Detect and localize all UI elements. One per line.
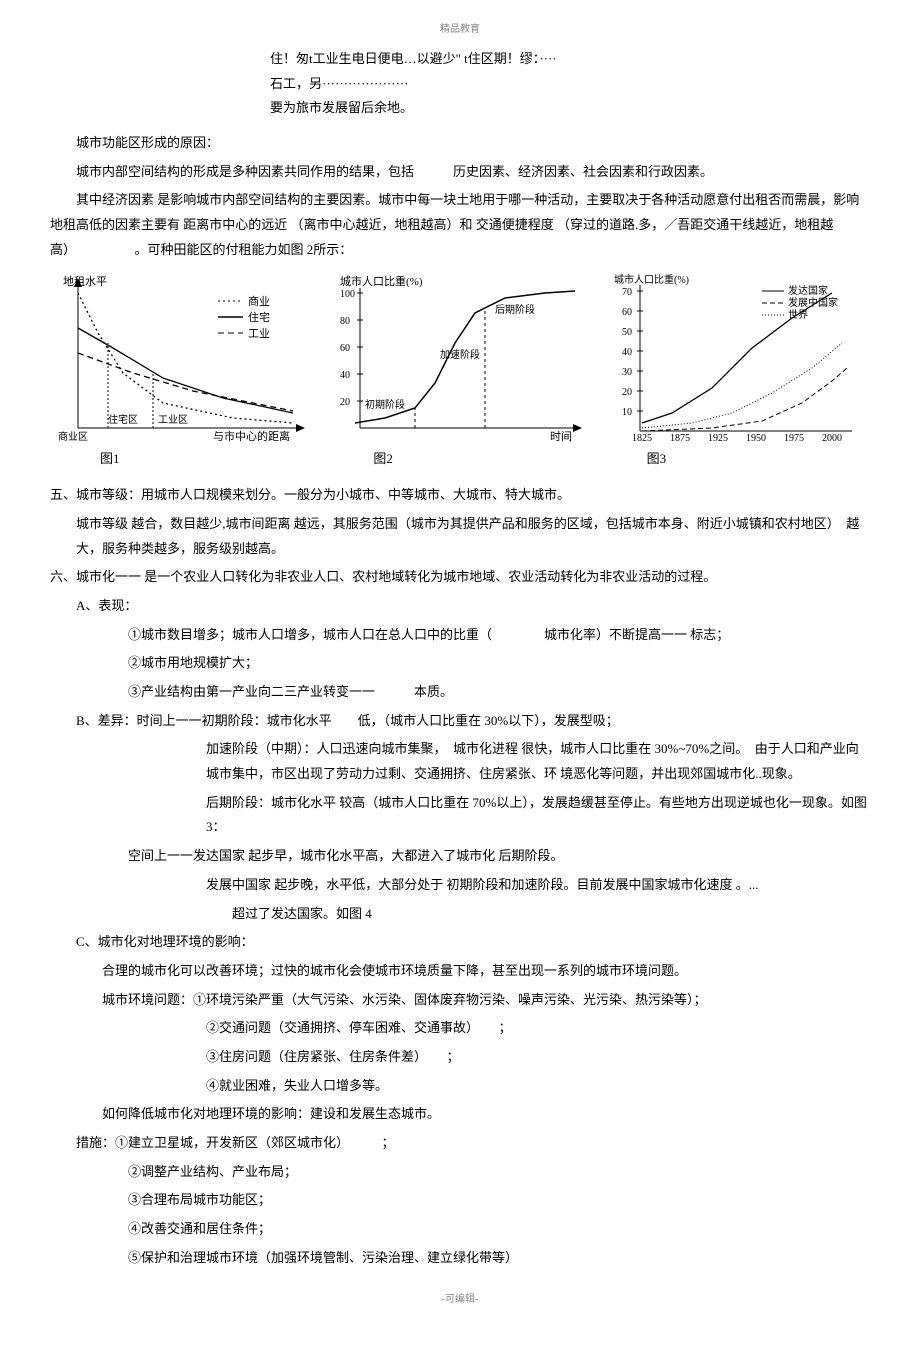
- svg-text:发达国家: 发达国家: [788, 284, 828, 297]
- sec6-C: C、城市化对地理环境的影响：: [76, 930, 870, 955]
- sec6-B1: 加速阶段（中期）：人口迅速向城市集聚， 城市化进程 很快，城市人口比重在 30%…: [206, 737, 870, 786]
- top-line-1: 住！匆t工业生电日便电…以避少" t住区期！缪：····: [270, 47, 870, 72]
- figure-label-row: 图1 图2 图3: [50, 447, 870, 472]
- svg-text:1950: 1950: [746, 433, 766, 443]
- page-header: 精品教育: [50, 20, 870, 39]
- sec6-B: B、差异：时间上一一初期阶段：城市化水平 低，（城市人口比重在 30%以下），发…: [76, 709, 870, 734]
- top-garbled-block: 住！匆t工业生电日便电…以避少" t住区期！缪：···· 石工，另·······…: [270, 47, 870, 121]
- svg-text:工业: 工业: [248, 327, 270, 340]
- fig3-label: 图3: [597, 447, 870, 472]
- top-line-2: 石工，另····················: [270, 72, 870, 97]
- sec6-C2: 城市环境问题：①环境污染严重（大气污染、水污染、固体废弃物污染、噪声污染、光污染…: [102, 988, 870, 1013]
- sec6-M: 措施：①建立卫星城，开发新区（郊区城市化） ；: [76, 1131, 870, 1156]
- figure-row: 地租水平与市中心的距离 商业区 住宅区 工业区 商业住宅工业 城市人口比重(%) 20 40…: [50, 273, 870, 443]
- svg-text:商业: 商业: [248, 294, 270, 308]
- svg-text:时间: 时间: [550, 430, 572, 443]
- svg-text:商业区: 商业区: [58, 430, 88, 443]
- page-footer: -可编辑-: [50, 1290, 870, 1309]
- svg-text:发展中国家: 发展中国家: [788, 296, 838, 309]
- svg-text:30: 30: [622, 367, 632, 378]
- sec6-p1: 六、城市化一一 是一个农业人口转化为非农业人口、农村地域转化为城市地域、农业活动…: [50, 565, 870, 590]
- svg-text:1875: 1875: [670, 433, 690, 443]
- sec1-p2: 其中经济因素 是影响城市内部空间结构的主要因素。城市中每一块土地用于哪一种活动，…: [50, 188, 870, 262]
- figure-1: 地租水平与市中心的距离 商业区 住宅区 工业区 商业住宅工业: [50, 273, 317, 443]
- sec6-A1: ①城市数目增多；城市人口增多，城市人口在总人口中的比重（ 城市化率）不断提高一一…: [128, 623, 870, 648]
- svg-text:1925: 1925: [708, 433, 728, 443]
- sec6-B5: 超过了发达国家。如图 4: [232, 902, 870, 927]
- svg-text:20: 20: [622, 387, 632, 398]
- sec6-C6: 如何降低城市化对地理环境的影响：建设和发展生态城市。: [102, 1102, 870, 1127]
- sec6-C4: ③住房问题（住房紧张、住房条件差） ；: [206, 1045, 870, 1070]
- svg-text:城市人口比重(%): 城市人口比重(%): [340, 274, 423, 288]
- top-line-3: 要为旅市发展留后余地。: [270, 96, 870, 121]
- sec6-C1: 合理的城市化可以改善环境；过快的城市化会使城市环境质量下降，甚至出现一系列的城市…: [102, 959, 870, 984]
- sec6-B4: 发展中国家 起步晚，水平低，大部分处于 初期阶段和加速阶段。目前发展中国家城市化…: [206, 873, 870, 898]
- svg-text:城市人口比重(%): 城市人口比重(%): [614, 273, 689, 286]
- sec6-B2: 后期阶段：城市化水平 较高（城市人口比重在 70%以上），发展趋缓甚至停止。有些…: [206, 791, 870, 840]
- svg-text:40: 40: [622, 347, 632, 358]
- svg-text:50: 50: [622, 327, 632, 338]
- svg-text:后期阶段: 后期阶段: [495, 303, 535, 316]
- sec6-A: A、表现：: [76, 594, 870, 619]
- svg-text:住宅区: 住宅区: [108, 413, 138, 426]
- svg-text:60: 60: [622, 307, 632, 318]
- fig1-label: 图1: [50, 447, 323, 472]
- svg-text:60: 60: [340, 343, 350, 354]
- sec1-title: 城市功能区形成的原因：: [50, 131, 870, 156]
- sec6-M4: ④改善交通和居住条件；: [128, 1217, 870, 1242]
- svg-text:70: 70: [622, 287, 632, 298]
- svg-text:20: 20: [340, 397, 350, 408]
- sec6-C5: ④就业困难，失业人口增多等。: [206, 1074, 870, 1099]
- svg-text:与市中心的距离: 与市中心的距离: [213, 429, 290, 443]
- svg-text:加速阶段: 加速阶段: [440, 348, 480, 361]
- svg-text:工业区: 工业区: [158, 414, 188, 426]
- sec6-C3: ②交通问题（交通拥挤、停车困难、交通事故） ；: [206, 1016, 870, 1041]
- sec6-M2: ②调整产业结构、产业布局；: [128, 1160, 870, 1185]
- svg-text:1825: 1825: [632, 433, 652, 443]
- fig2-label: 图2: [323, 447, 596, 472]
- sec5-p2: 城市等级 越合，数目越少,城市间距离 越远，其服务范围（城市为其提供产品和服务的…: [76, 512, 870, 561]
- svg-text:1975: 1975: [784, 433, 804, 443]
- sec1-p1: 城市内部空间结构的形成是多种因素共同作用的结果，包括 历史因素、经济因素、社会因…: [50, 160, 870, 185]
- svg-text:100: 100: [340, 289, 355, 300]
- svg-text:初期阶段: 初期阶段: [365, 398, 405, 411]
- svg-text:世界: 世界: [788, 309, 808, 321]
- svg-text:80: 80: [340, 316, 350, 327]
- svg-text:2000: 2000: [822, 433, 842, 443]
- figure-2: 城市人口比重(%) 20 40 60 80 100 时间 初期阶段 加速阶段 后期阶段: [327, 273, 594, 443]
- svg-text:10: 10: [622, 407, 632, 418]
- sec6-A2: ②城市用地规模扩大；: [128, 651, 870, 676]
- svg-text:地租水平: 地租水平: [63, 275, 107, 288]
- sec6-B3: 空间上一一发达国家 起步早，城市化水平高，大都进入了城市化 后期阶段。: [128, 844, 870, 869]
- svg-text:40: 40: [340, 370, 350, 381]
- sec6-M5: ⑤保护和治理城市环境（加强环境管制、污染治理、建立绿化带等）: [128, 1246, 870, 1271]
- sec6-M3: ③合理布局城市功能区；: [128, 1188, 870, 1213]
- sec6-A3: ③产业结构由第一产业向二三产业转变一一 本质。: [128, 680, 870, 705]
- svg-text:住宅: 住宅: [248, 310, 270, 324]
- sec5-p1: 五、城市等级：用城市人口规模来划分。一般分为小城市、中等城市、大城市、特大城市。: [50, 483, 870, 508]
- figure-3: 城市人口比重(%) 10 20 30 40 50 60 70 1825 1875 1925 1950 1…: [603, 273, 870, 443]
